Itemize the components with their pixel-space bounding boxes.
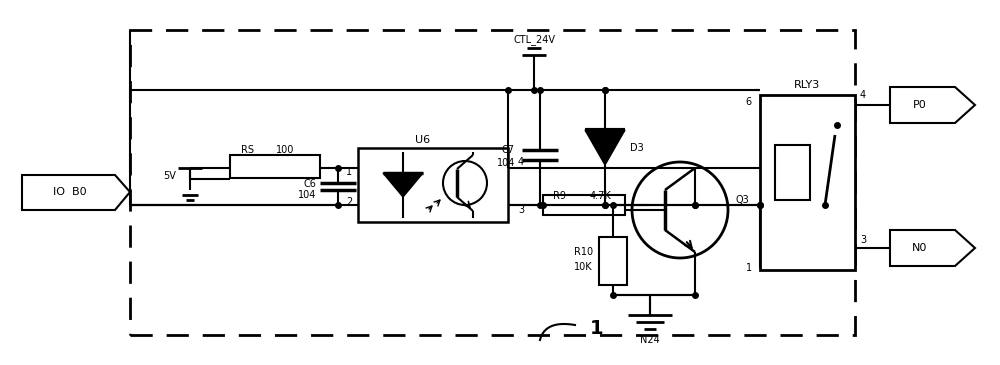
Text: 1: 1	[346, 167, 352, 177]
Text: N0: N0	[912, 243, 928, 253]
Polygon shape	[890, 230, 975, 266]
Text: N24: N24	[640, 335, 660, 345]
Text: 1: 1	[746, 263, 752, 273]
Text: Q3: Q3	[736, 195, 750, 205]
Text: C7: C7	[502, 145, 515, 155]
Text: 3: 3	[518, 205, 524, 215]
Text: 5V: 5V	[163, 171, 176, 181]
Polygon shape	[22, 175, 130, 210]
Polygon shape	[383, 173, 423, 197]
Text: 2: 2	[346, 197, 352, 207]
Text: 1: 1	[590, 319, 604, 338]
Text: R10: R10	[574, 247, 593, 257]
Text: C6: C6	[303, 179, 316, 189]
Text: R9: R9	[554, 191, 566, 201]
Text: 3: 3	[860, 235, 866, 245]
Text: 10K: 10K	[574, 262, 593, 272]
Text: CTL_24V: CTL_24V	[513, 35, 555, 46]
Polygon shape	[890, 87, 975, 123]
Text: 4: 4	[518, 157, 524, 167]
Text: D3: D3	[630, 143, 644, 153]
Bar	[358, 148, 508, 222]
Text: 6: 6	[746, 97, 752, 107]
Bar	[543, 195, 625, 215]
Text: P0: P0	[913, 100, 927, 110]
Text: 104: 104	[497, 158, 515, 168]
Bar	[230, 155, 320, 178]
Polygon shape	[585, 130, 625, 165]
Bar	[599, 237, 627, 285]
Bar	[130, 30, 855, 335]
Text: 100: 100	[276, 145, 294, 155]
Text: 4.7K: 4.7K	[589, 191, 611, 201]
Bar	[760, 95, 855, 270]
Bar	[775, 145, 810, 200]
Text: 4: 4	[860, 90, 866, 100]
Text: IO  B0: IO B0	[53, 187, 87, 197]
Text: U6: U6	[415, 135, 431, 145]
Text: RS: RS	[242, 145, 254, 155]
Text: RLY3: RLY3	[794, 80, 820, 90]
Text: 104: 104	[298, 190, 316, 200]
